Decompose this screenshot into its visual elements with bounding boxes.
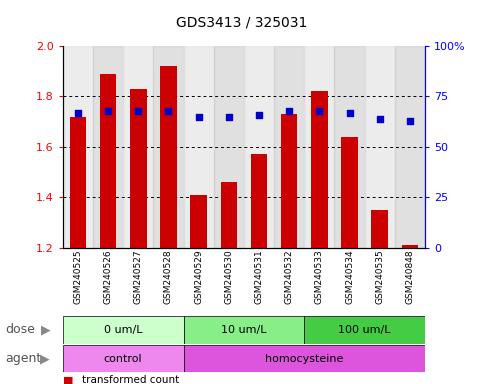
- Point: [165, 108, 172, 114]
- Text: GSM240530: GSM240530: [224, 250, 233, 305]
- Bar: [402, 245, 418, 248]
- Text: GSM240528: GSM240528: [164, 250, 173, 304]
- Bar: [63, 46, 93, 248]
- Point: [195, 114, 202, 120]
- Bar: [334, 46, 365, 248]
- Text: GSM240525: GSM240525: [73, 250, 83, 304]
- Text: ▶: ▶: [41, 323, 51, 336]
- Text: GSM240533: GSM240533: [315, 250, 324, 305]
- Text: homocysteine: homocysteine: [265, 354, 343, 364]
- Point: [74, 109, 82, 116]
- Text: dose: dose: [5, 323, 35, 336]
- Bar: [154, 46, 184, 248]
- Bar: [281, 114, 298, 248]
- Bar: [221, 182, 237, 248]
- Text: GSM240529: GSM240529: [194, 250, 203, 304]
- Point: [346, 109, 354, 116]
- Bar: [190, 195, 207, 248]
- Text: 10 um/L: 10 um/L: [221, 325, 267, 335]
- Text: transformed count: transformed count: [82, 375, 179, 384]
- Text: GDS3413 / 325031: GDS3413 / 325031: [176, 15, 307, 29]
- Bar: [93, 46, 123, 248]
- Text: GSM240526: GSM240526: [103, 250, 113, 304]
- Bar: [184, 316, 304, 344]
- Point: [104, 108, 112, 114]
- Bar: [365, 46, 395, 248]
- Text: GSM240535: GSM240535: [375, 250, 384, 305]
- Bar: [304, 316, 425, 344]
- Bar: [341, 137, 358, 248]
- Text: 0 um/L: 0 um/L: [104, 325, 142, 335]
- Text: ▶: ▶: [40, 352, 49, 365]
- Bar: [123, 46, 154, 248]
- Text: GSM240848: GSM240848: [405, 250, 414, 304]
- Bar: [184, 46, 213, 248]
- Point: [134, 108, 142, 114]
- Bar: [304, 46, 334, 248]
- Point: [376, 116, 384, 122]
- Bar: [371, 210, 388, 248]
- Bar: [311, 91, 327, 248]
- Text: 100 um/L: 100 um/L: [339, 325, 391, 335]
- Bar: [251, 154, 267, 248]
- Bar: [160, 66, 177, 248]
- Bar: [244, 46, 274, 248]
- Bar: [274, 46, 304, 248]
- Text: GSM240531: GSM240531: [255, 250, 264, 305]
- Text: GSM240534: GSM240534: [345, 250, 354, 304]
- Bar: [184, 345, 425, 372]
- Bar: [63, 316, 184, 344]
- Point: [406, 118, 414, 124]
- Text: control: control: [104, 354, 142, 364]
- Point: [285, 108, 293, 114]
- Bar: [70, 117, 86, 248]
- Text: GSM240527: GSM240527: [134, 250, 143, 304]
- Text: GSM240532: GSM240532: [284, 250, 294, 304]
- Point: [315, 108, 323, 114]
- Bar: [100, 74, 116, 248]
- Text: agent: agent: [5, 352, 41, 365]
- Bar: [130, 89, 146, 248]
- Text: ■: ■: [63, 375, 73, 384]
- Bar: [213, 46, 244, 248]
- Bar: [395, 46, 425, 248]
- Bar: [63, 345, 184, 372]
- Point: [255, 111, 263, 118]
- Point: [225, 114, 233, 120]
